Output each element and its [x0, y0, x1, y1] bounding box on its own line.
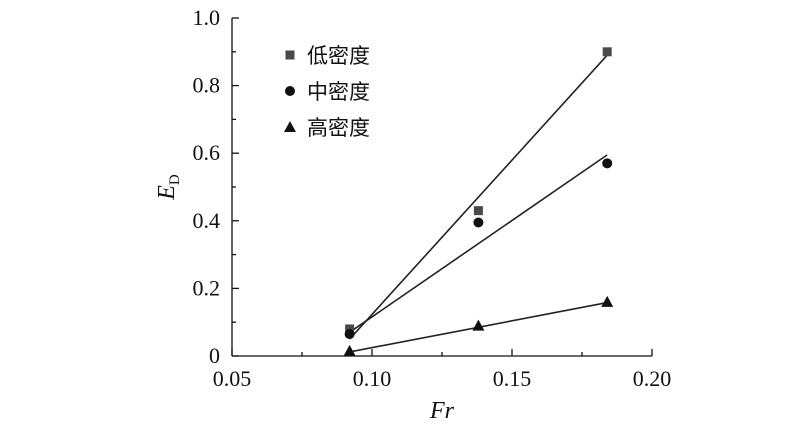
y-tick-label: 0.6: [193, 140, 221, 165]
data-point-series-2: [472, 319, 485, 331]
data-point-series-2: [343, 344, 356, 356]
fit-lines-layer: [349, 54, 608, 353]
data-point-series-2: [601, 295, 614, 307]
legend-label-series-1: 中密度: [307, 80, 370, 104]
y-axis-title-subscript: D: [167, 174, 183, 185]
y-tick-label: 1.0: [193, 5, 221, 30]
x-tick-label: 0.10: [353, 366, 392, 391]
data-point-series-0: [345, 324, 355, 334]
fit-line-series-0: [349, 54, 608, 340]
y-tick-label: 0.8: [193, 73, 221, 98]
x-tick-label: 0.20: [633, 366, 672, 391]
legend-marker-series-1: [285, 86, 295, 96]
data-point-series-1: [473, 217, 484, 228]
data-point-series-1: [602, 158, 613, 169]
data-point-series-0: [602, 47, 612, 57]
fit-line-series-1: [349, 154, 608, 333]
data-points-layer: [343, 47, 614, 356]
y-tick-label: 0: [209, 343, 220, 368]
x-axis-title: Fr: [429, 398, 455, 424]
x-tick-label: 0.05: [213, 366, 252, 391]
axes-layer: 0 0.2 0.4 0.6 0.8 1.0 0.05 0.10 0.15 0.20: [193, 5, 672, 391]
axis-titles: Fr ED: [154, 174, 455, 424]
x-tick-label: 0.15: [493, 366, 532, 391]
data-point-series-0: [473, 206, 483, 216]
legend-label-series-0: 低密度: [307, 44, 370, 68]
y-tick-label: 0.2: [193, 275, 221, 300]
y-tick-label: 0.4: [193, 208, 221, 233]
y-axis-title-main: E: [154, 185, 180, 201]
y-axis-title: ED: [154, 174, 183, 201]
legend-marker-series-2: [284, 121, 296, 132]
legend-label-series-2: 高密度: [307, 116, 370, 140]
legend-marker-series-0: [285, 50, 295, 60]
data-point-series-1: [344, 329, 355, 340]
